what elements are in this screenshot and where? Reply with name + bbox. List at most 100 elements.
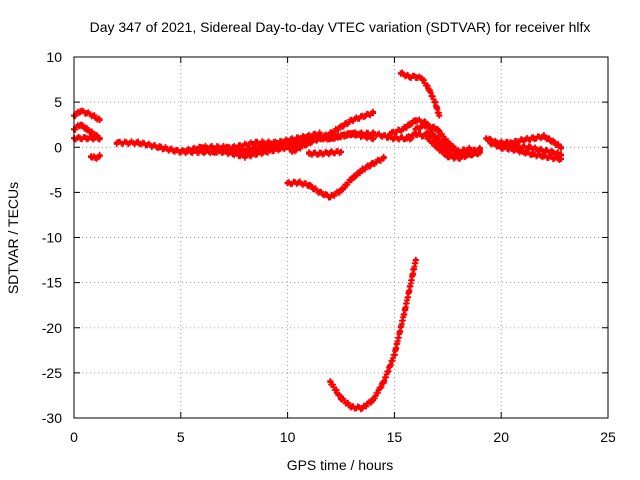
data-point <box>284 139 291 146</box>
data-point <box>263 144 270 151</box>
data-point <box>252 139 259 146</box>
data-point <box>525 144 532 151</box>
data-point <box>455 148 462 155</box>
y-tick-label: -30 <box>42 410 62 426</box>
y-tick-label: -10 <box>42 230 62 246</box>
y-tick-label: 10 <box>46 49 62 65</box>
data-point <box>241 148 248 155</box>
data-point <box>540 133 547 140</box>
data-point <box>476 149 483 156</box>
series-track-post-c <box>423 129 473 156</box>
data-point <box>83 126 90 133</box>
data-point <box>327 193 334 200</box>
data-point <box>406 73 413 80</box>
data-point <box>199 144 206 151</box>
x-tick-label: 0 <box>70 429 78 445</box>
data-point <box>487 139 494 146</box>
data-point <box>77 135 84 142</box>
data-point <box>305 182 312 189</box>
data-point <box>508 146 515 153</box>
data-point <box>348 404 355 411</box>
data-point <box>135 139 142 146</box>
data-point <box>113 139 120 146</box>
chart-title: Day 347 of 2021, Sidereal Day-to-day VTE… <box>90 19 591 35</box>
y-tick-label: -20 <box>42 320 62 336</box>
data-point <box>423 130 430 137</box>
data-point <box>288 148 295 155</box>
series-track-dip <box>284 153 387 201</box>
data-point <box>551 155 558 162</box>
series-markers <box>397 69 443 119</box>
data-point <box>295 179 302 186</box>
data-point <box>558 144 565 151</box>
series-track-main-d <box>220 129 377 156</box>
data-point <box>338 148 344 155</box>
x-tick-label: 25 <box>600 429 616 445</box>
x-tick-label: 5 <box>177 429 185 445</box>
data-point <box>370 109 377 116</box>
data-point <box>96 117 103 124</box>
data-point <box>466 151 473 158</box>
series-track-late-c <box>498 132 565 152</box>
data-point <box>380 378 387 385</box>
data-point <box>412 126 419 133</box>
data-point <box>338 187 344 194</box>
data-point <box>370 135 377 142</box>
data-point <box>220 144 227 151</box>
data-point <box>483 135 490 142</box>
data-point <box>96 153 103 160</box>
data-point <box>530 151 537 158</box>
data-point <box>399 126 406 133</box>
data-point <box>327 130 334 137</box>
data-point <box>466 146 473 153</box>
data-point <box>348 117 355 124</box>
data-point <box>540 153 547 160</box>
data-point <box>370 396 377 403</box>
data-point <box>316 150 323 157</box>
data-point <box>77 108 84 115</box>
series-track-flat-mid <box>305 148 344 158</box>
data-point <box>425 85 432 92</box>
data-point <box>508 139 515 146</box>
data-point <box>412 257 419 264</box>
data-point <box>530 135 537 142</box>
series-markers <box>327 256 419 413</box>
x-tick-label: 20 <box>493 429 509 445</box>
data-point <box>519 137 526 144</box>
data-point <box>404 135 411 142</box>
data-point <box>423 121 430 128</box>
series-track-early-dip <box>88 151 103 162</box>
data-point <box>83 109 90 116</box>
data-point <box>338 395 344 402</box>
data-point <box>305 139 312 146</box>
data-point <box>327 149 334 156</box>
y-tick-label: 0 <box>54 139 62 155</box>
data-point <box>434 135 441 142</box>
data-point <box>419 75 426 82</box>
data-point <box>402 306 409 313</box>
y-tick-label: -15 <box>42 275 62 291</box>
x-tick-label: 15 <box>387 429 403 445</box>
data-point <box>387 130 394 137</box>
data-point <box>77 121 84 128</box>
data-point <box>391 135 398 142</box>
x-axis-label: GPS time / hours <box>287 457 394 473</box>
data-point <box>327 378 334 385</box>
data-point <box>391 351 398 358</box>
data-point <box>498 144 505 151</box>
data-point <box>177 148 184 155</box>
data-point <box>519 148 526 155</box>
data-point <box>316 189 323 196</box>
axis-tick-labels: 0 5 10 15 20 25 -30 -25 -20 -15 -10 -5 0 5 10 <box>42 49 616 445</box>
x-tick-label: 10 <box>280 429 296 445</box>
data-point <box>209 148 216 155</box>
series-track-rise-mid <box>288 108 377 155</box>
data-point <box>380 155 387 162</box>
data-point <box>434 144 441 151</box>
data-point <box>284 180 291 187</box>
data-point <box>551 139 558 146</box>
data-point <box>455 155 462 162</box>
data-point <box>348 175 355 182</box>
y-tick-label: 5 <box>54 94 62 110</box>
series-track-deep <box>327 256 419 413</box>
